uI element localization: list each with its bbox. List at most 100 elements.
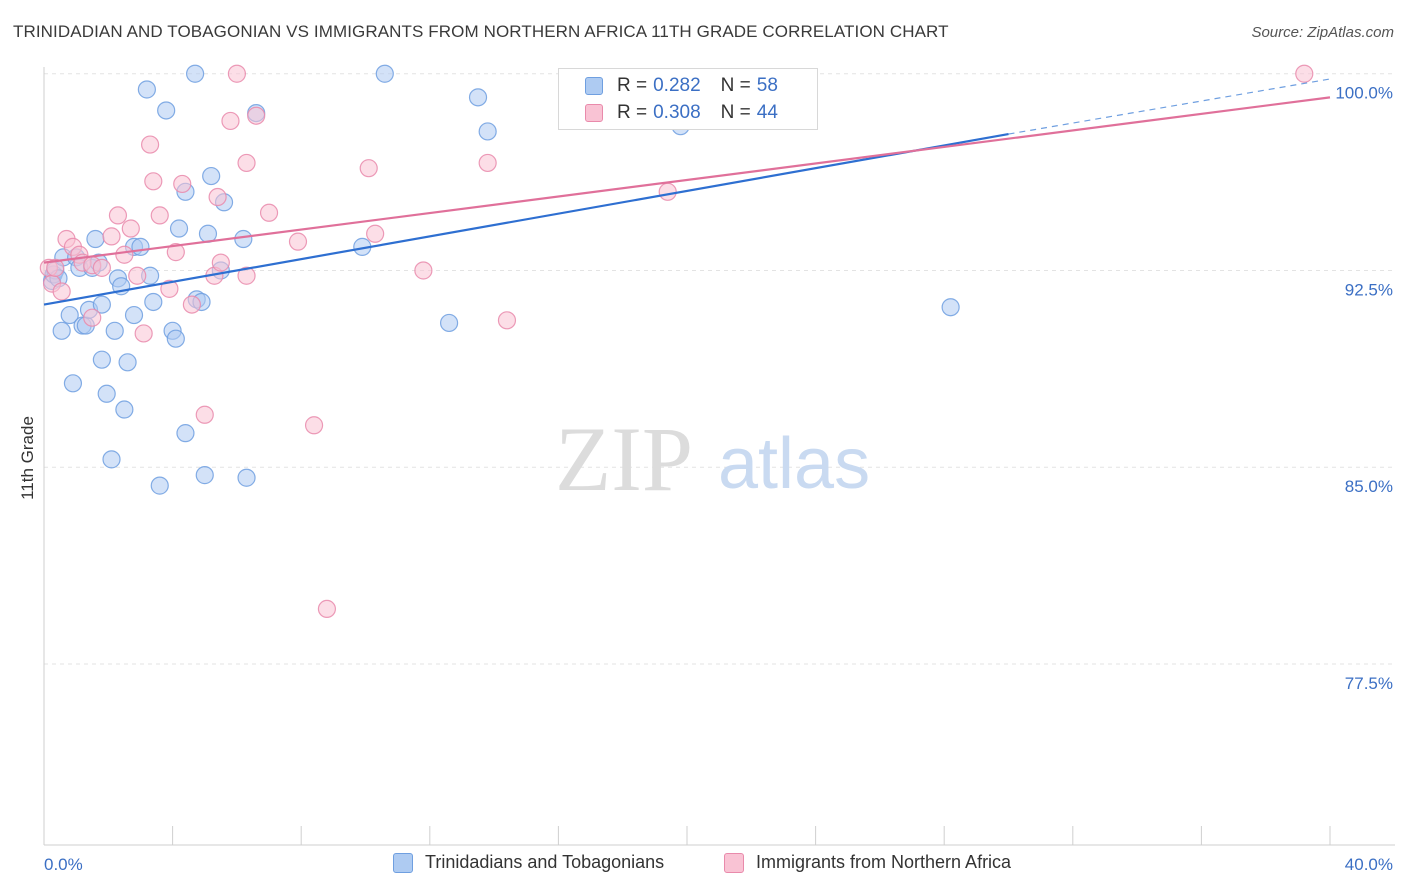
data-point-northern-africa [247, 106, 266, 125]
legend-r-label: R = [617, 102, 648, 123]
data-point-trinidadian [150, 476, 169, 495]
data-point-northern-africa [1295, 64, 1314, 83]
data-point-trinidadian [144, 292, 163, 312]
data-point-trinidadian [118, 353, 137, 372]
watermark-atlas: atlas [718, 424, 870, 504]
legend-swatch-pink [585, 104, 603, 122]
data-point-trinidadian [92, 350, 111, 369]
y-tick-label: 85.0% [1345, 477, 1393, 496]
bottom-legend-label: Immigrants from Northern Africa [756, 852, 1012, 872]
data-point-trinidadian [63, 374, 83, 393]
trend-line-trinidadian-extension [1008, 78, 1331, 135]
data-point-northern-africa [173, 174, 192, 194]
legend-swatch-blue [585, 77, 603, 95]
data-point-trinidadian [237, 468, 256, 487]
data-point-northern-africa [115, 245, 134, 264]
data-point-northern-africa [150, 206, 169, 225]
data-point-trinidadian [102, 450, 121, 469]
data-point-trinidadian [86, 229, 105, 249]
data-point-northern-africa [317, 599, 337, 619]
data-point-northern-africa [140, 135, 160, 154]
data-point-trinidadian [375, 64, 394, 83]
data-point-trinidadian [97, 384, 116, 403]
legend-r-value: 0.308 [653, 102, 701, 123]
data-point-northern-africa [658, 182, 677, 201]
data-point-northern-africa [227, 64, 246, 83]
legend-r-label: R = [617, 75, 648, 96]
data-point-northern-africa [237, 153, 256, 173]
data-point-trinidadian [60, 305, 79, 325]
bottom-legend-label: Trinidadians and Tobagonians [425, 852, 665, 872]
data-point-trinidadian [186, 64, 205, 83]
trend-line-northern-africa [43, 96, 1331, 264]
data-point-trinidadian [105, 321, 124, 340]
x-tick-label: 40.0% [1345, 855, 1393, 874]
trend-line-trinidadian [43, 132, 1009, 306]
data-point-northern-africa [128, 266, 147, 285]
x-tick-label: 0.0% [44, 855, 83, 874]
data-point-trinidadian [202, 166, 221, 186]
trend-lines [43, 78, 1331, 306]
data-point-northern-africa [304, 416, 324, 435]
axis-labels: 100.0% 92.5% 85.0% 77.5% 0.0% 40.0% 11th Grade [18, 84, 1393, 874]
data-point-trinidadian [157, 101, 176, 120]
data-point-northern-africa [108, 206, 128, 225]
data-point-trinidadian [52, 321, 71, 340]
data-point-trinidadian [478, 122, 497, 141]
data-point-northern-africa [83, 308, 102, 327]
watermark-zip: ZIP [555, 408, 693, 510]
bottom-legend-swatch-pink [724, 852, 744, 873]
data-point-trinidadian [468, 88, 488, 107]
data-point-northern-africa [182, 295, 201, 314]
data-point-northern-africa [144, 172, 163, 191]
legend-r-value: 0.282 [653, 75, 701, 96]
legend-n-value: 44 [756, 102, 778, 123]
data-point-northern-africa [237, 266, 256, 285]
data-point-northern-africa [134, 324, 153, 343]
data-point-northern-africa [208, 187, 227, 207]
data-point-trinidadian [234, 229, 253, 249]
data-point-northern-africa [121, 219, 140, 238]
data-point-trinidadian [166, 329, 185, 348]
data-point-northern-africa [195, 405, 214, 424]
data-point-trinidadian [176, 424, 195, 443]
y-tick-label: 77.5% [1345, 674, 1393, 693]
data-point-trinidadian [131, 237, 150, 256]
data-point-northern-africa [166, 243, 185, 262]
data-point-northern-africa [46, 258, 65, 277]
legend-n-label: N = [720, 102, 751, 123]
data-point-northern-africa [92, 258, 111, 277]
data-point-trinidadian [169, 219, 189, 238]
data-point-northern-africa [102, 227, 121, 246]
data-point-northern-africa [221, 111, 240, 131]
data-point-northern-africa [478, 153, 497, 173]
chart-title: TRINIDADIAN AND TOBAGONIAN VS IMMIGRANTS… [13, 22, 949, 41]
data-point-northern-africa [52, 282, 71, 301]
y-tick-label: 92.5% [1345, 280, 1393, 299]
source-label: Source: ZipAtlas.com [1251, 24, 1394, 41]
axes [43, 67, 1395, 846]
data-points [39, 64, 1314, 619]
bottom-legend-swatch-blue [393, 852, 413, 873]
watermark: ZIP atlas [555, 408, 870, 510]
bottom-legend-trinidadian: Trinidadians and Tobagonians [393, 852, 664, 873]
data-point-northern-africa [259, 203, 279, 222]
data-point-northern-africa [211, 253, 230, 272]
data-point-northern-africa [288, 232, 308, 251]
data-point-trinidadian [941, 298, 960, 317]
data-point-northern-africa [160, 279, 179, 298]
data-point-trinidadian [439, 313, 459, 333]
stats-legend: R = 0.282 N = 58 R = 0.308 N = 44 [558, 68, 818, 130]
data-point-northern-africa [366, 224, 385, 243]
data-point-northern-africa [497, 311, 517, 330]
legend-row-trinidadian: R = 0.282 N = 58 [585, 73, 778, 99]
data-point-northern-africa [359, 159, 378, 178]
legend-row-northern-africa: R = 0.308 N = 44 [585, 100, 778, 126]
data-point-trinidadian [124, 305, 144, 325]
data-point-trinidadian [92, 295, 111, 314]
data-point-trinidadian [195, 466, 214, 485]
legend-n-label: N = [720, 75, 751, 96]
legend-n-value: 58 [756, 75, 778, 96]
data-point-trinidadian [137, 80, 156, 99]
